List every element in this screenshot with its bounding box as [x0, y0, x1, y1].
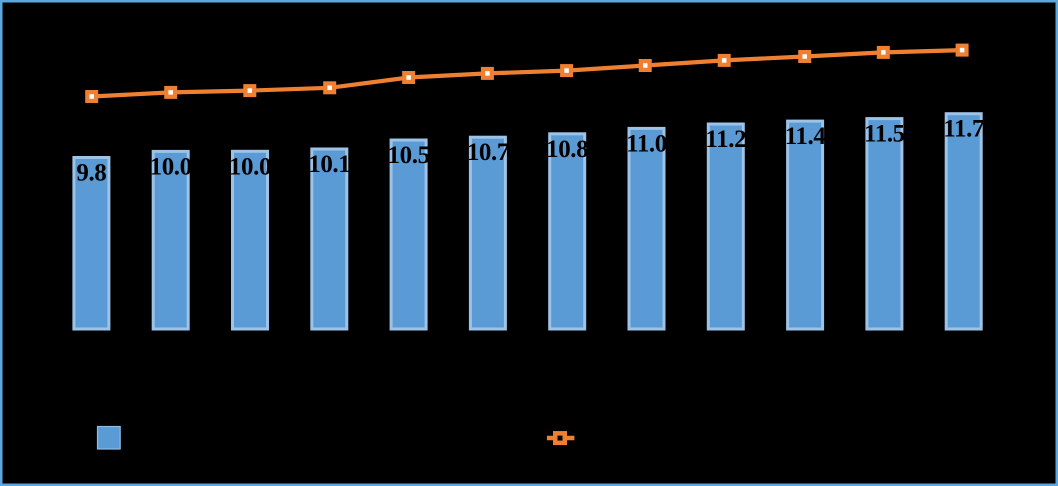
svg-text:11.2: 11.2 — [705, 126, 746, 153]
svg-text:9.8: 9.8 — [76, 159, 106, 186]
svg-text:11.5: 11.5 — [864, 121, 905, 148]
svg-text:10.7: 10.7 — [467, 139, 509, 166]
svg-text:11.0: 11.0 — [626, 130, 667, 157]
svg-text:10.8: 10.8 — [546, 136, 588, 163]
svg-text:10.5: 10.5 — [388, 142, 430, 169]
svg-text:10.0: 10.0 — [229, 153, 271, 180]
svg-text:10.0: 10.0 — [150, 153, 192, 180]
svg-text:10.1: 10.1 — [308, 151, 350, 178]
svg-text:11.7: 11.7 — [943, 116, 984, 143]
svg-text:11.4: 11.4 — [785, 123, 827, 150]
